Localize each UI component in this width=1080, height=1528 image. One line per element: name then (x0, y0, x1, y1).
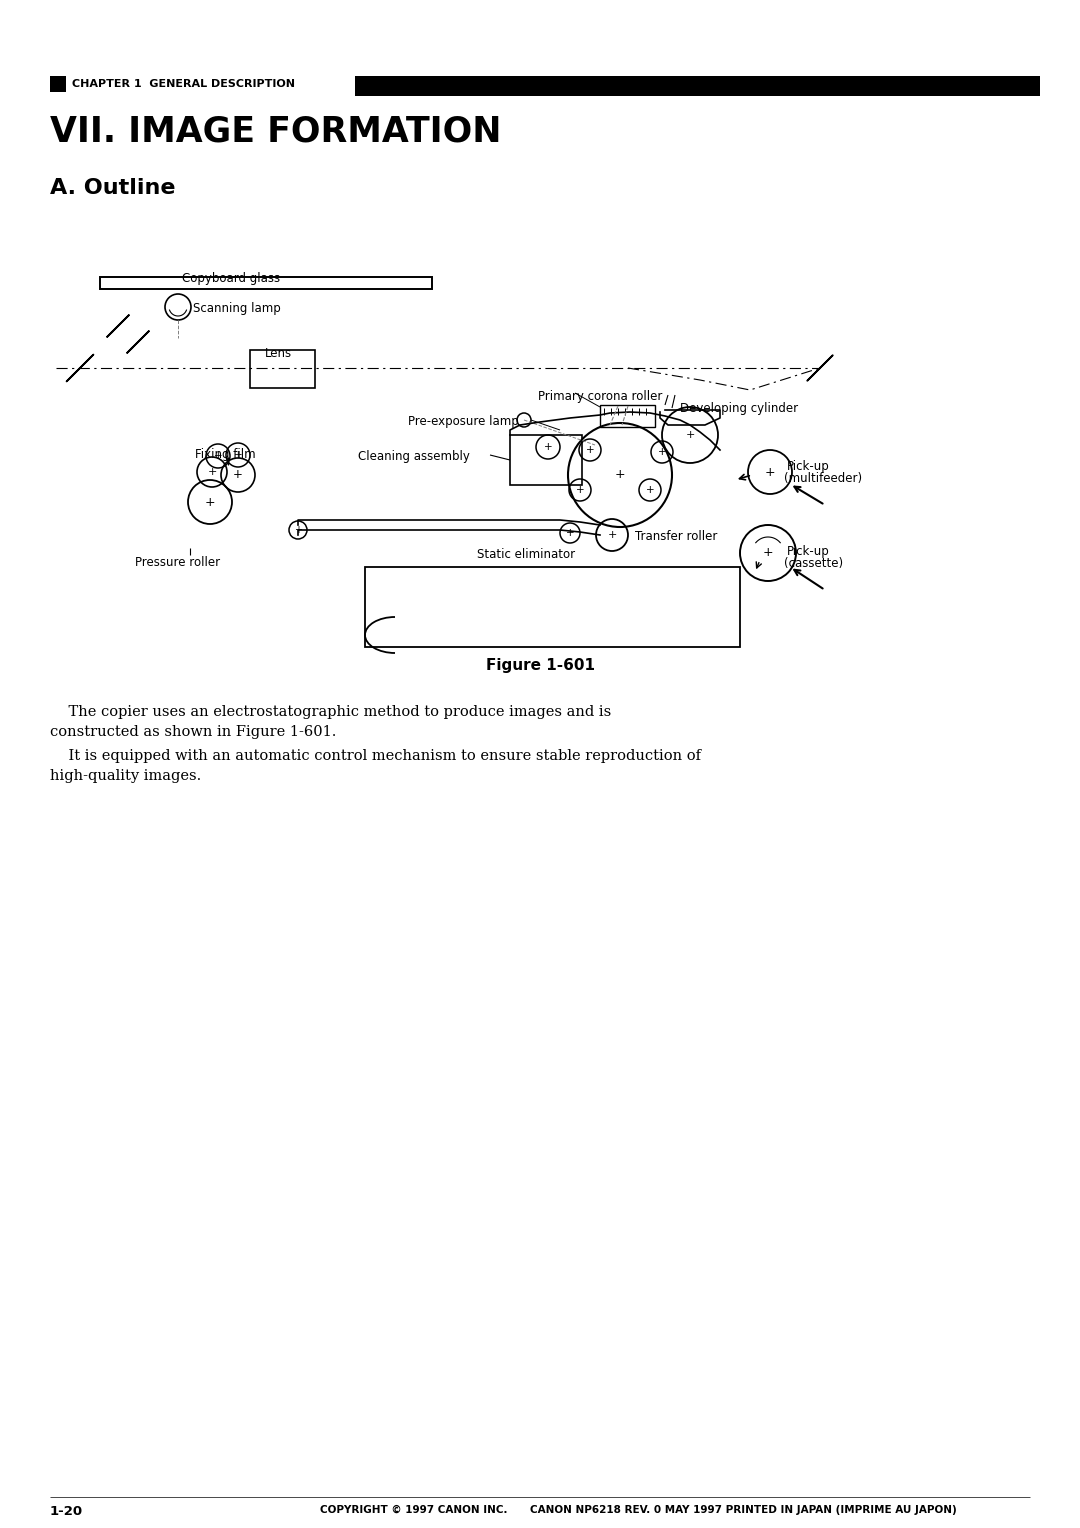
Text: Figure 1-601: Figure 1-601 (486, 659, 594, 672)
Text: CANON NP6218 REV. 0 MAY 1997 PRINTED IN JAPAN (IMPRIME AU JAPON): CANON NP6218 REV. 0 MAY 1997 PRINTED IN … (530, 1505, 957, 1514)
Text: Developing cylinder: Developing cylinder (680, 402, 798, 416)
Text: A. Outline: A. Outline (50, 177, 175, 199)
Text: CHAPTER 1  GENERAL DESCRIPTION: CHAPTER 1 GENERAL DESCRIPTION (72, 79, 295, 89)
Text: Pick-up: Pick-up (787, 460, 829, 474)
Text: +: + (765, 466, 775, 478)
Text: VII. IMAGE FORMATION: VII. IMAGE FORMATION (50, 115, 501, 150)
Text: +: + (205, 495, 215, 509)
Bar (50, 76, 66, 92)
Text: 1-20: 1-20 (50, 1505, 83, 1517)
Text: constructed as shown in Figure 1-601.: constructed as shown in Figure 1-601. (50, 724, 336, 740)
Text: +: + (615, 469, 625, 481)
Text: Cleaning assembly: Cleaning assembly (357, 451, 470, 463)
Text: It is equipped with an automatic control mechanism to ensure stable reproduction: It is equipped with an automatic control… (50, 749, 701, 762)
Text: +: + (585, 445, 594, 455)
Text: (multifeeder): (multifeeder) (784, 472, 862, 484)
Bar (510, 435, 582, 484)
Text: Pressure roller: Pressure roller (135, 556, 220, 568)
Text: Fixing film: Fixing film (195, 448, 256, 461)
Text: Copyboard glass: Copyboard glass (183, 272, 280, 286)
Text: +: + (607, 530, 617, 539)
Text: Static eliminator: Static eliminator (477, 549, 576, 561)
Text: Pre-exposure lamp: Pre-exposure lamp (408, 416, 518, 428)
Text: The copier uses an electrostatographic method to produce images and is: The copier uses an electrostatographic m… (50, 704, 611, 720)
Text: +: + (543, 442, 552, 452)
Bar (355, 76, 1040, 96)
Text: Lens: Lens (265, 347, 292, 361)
Text: Transfer roller: Transfer roller (635, 530, 717, 542)
Text: +: + (233, 469, 243, 481)
Text: (cassette): (cassette) (784, 558, 843, 570)
Text: +: + (233, 451, 242, 460)
Text: +: + (686, 429, 694, 440)
Text: +: + (576, 484, 584, 495)
Text: COPYRIGHT © 1997 CANON INC.: COPYRIGHT © 1997 CANON INC. (320, 1505, 508, 1514)
Text: Scanning lamp: Scanning lamp (193, 303, 281, 315)
Bar (600, 405, 654, 426)
Text: +: + (214, 451, 222, 461)
Text: Primary corona roller: Primary corona roller (538, 390, 662, 403)
Text: +: + (658, 448, 666, 457)
Bar (100, 277, 432, 289)
Bar (365, 567, 740, 646)
Text: +: + (762, 547, 773, 559)
Text: +: + (207, 468, 217, 477)
Text: Pick-up: Pick-up (787, 545, 829, 558)
Text: +: + (566, 529, 575, 538)
Text: +: + (294, 526, 302, 535)
Text: high-quality images.: high-quality images. (50, 769, 201, 782)
Text: +: + (646, 484, 654, 495)
Bar (249, 350, 315, 388)
